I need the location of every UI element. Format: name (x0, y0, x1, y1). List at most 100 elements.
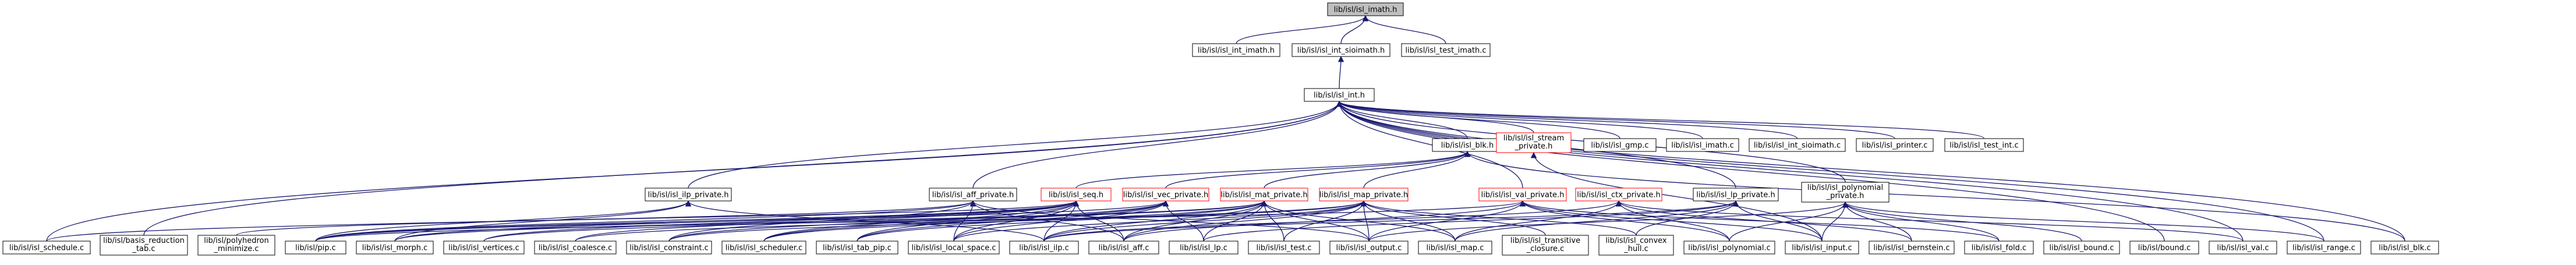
node-constraint-c[interactable]: lib/isl/isl_constraint.c (626, 241, 712, 255)
node-label: _minimize.c (213, 245, 259, 253)
edge-vec-private-h-to-blk-h (1165, 150, 1471, 189)
node-vertices-c[interactable]: lib/isl/isl_vertices.c (443, 241, 525, 255)
node-box (1856, 138, 1934, 152)
node-stream-private-h[interactable]: lib/isl/isl_stream_private.h (1496, 132, 1572, 153)
edge-vertices-c-to-seq-h (483, 200, 1079, 242)
node-test-c[interactable]: lib/isl/isl_test.c (1248, 241, 1320, 255)
edge-transitive-closure-c-to-map-private-h (1360, 200, 1546, 236)
node-output-c[interactable]: lib/isl/isl_output.c (1329, 241, 1409, 255)
node-label: _private.h (1826, 192, 1864, 200)
node-range-c[interactable]: lib/isl/isl_range.c (2287, 241, 2361, 255)
node-bernstein-c[interactable]: lib/isl/isl_bernstein.c (1869, 241, 1955, 255)
node-map-c[interactable]: lib/isl/isl_map.c (1418, 241, 1492, 255)
node-box (929, 188, 1017, 202)
node-label: lib/isl/isl_map.c (1427, 244, 1484, 253)
edge-imath-c-to-int-h (1336, 100, 1703, 139)
edge-bernstein-c-to-polynomial-private-h (1842, 201, 1912, 242)
node-aff-private-h[interactable]: lib/isl/isl_aff_private.h (929, 188, 1017, 202)
node-vec-private-h[interactable]: lib/isl/isl_vec_private.h (1122, 188, 1209, 202)
node-lp-private-h[interactable]: lib/isl/isl_lp_private.h (1693, 188, 1779, 202)
node-ilp-c[interactable]: lib/isl/isl_ilp.c (1009, 241, 1079, 255)
node-label: lib/isl/isl_convex (1605, 236, 1667, 245)
node-scheduler-c[interactable]: lib/isl/isl_scheduler.c (721, 241, 806, 255)
node-convex-hull-c[interactable]: lib/isl/isl_convex_hull.c (1598, 235, 1674, 256)
node-pip-c[interactable]: lib/isl/pip.c (285, 241, 346, 255)
node-label: lib/isl/isl_constraint.c (629, 244, 708, 253)
node-coalesce-c[interactable]: lib/isl/isl_coalesce.c (534, 241, 617, 255)
node-ilp-private-h[interactable]: lib/isl/isl_ilp_private.h (645, 188, 732, 202)
node-box (2043, 241, 2120, 255)
node-local-space-c[interactable]: lib/isl/isl_local_space.c (908, 241, 1000, 255)
node-label: lib/isl/isl_local_space.c (912, 244, 996, 253)
edge-int-h-to-int-sioimath-h (1337, 55, 1344, 89)
node-int-h[interactable]: lib/isl/isl_int.h (1304, 88, 1375, 102)
node-blk-c[interactable]: lib/isl/isl_blk.c (2370, 241, 2439, 255)
node-fold-c[interactable]: lib/isl/isl_fold.c (1964, 241, 2034, 255)
node-label: lib/isl/isl_schedule.c (9, 244, 84, 253)
edge-output-c-to-map-private-h (1360, 200, 1370, 242)
node-blk-h[interactable]: lib/isl/isl_blk.h (1432, 138, 1503, 152)
node-input-c[interactable]: lib/isl/isl_input.c (1785, 241, 1859, 255)
node-label: lib/isl/isl_bernstein.c (1873, 244, 1949, 253)
node-schedule-c[interactable]: lib/isl/isl_schedule.c (2, 241, 91, 255)
node-isl-bound-c[interactable]: lib/isl/isl_bound.c (2043, 241, 2120, 255)
node-imath-c[interactable]: lib/isl/isl_imath.c (1666, 138, 1739, 152)
node-box (908, 241, 1000, 255)
node-printer-c[interactable]: lib/isl/isl_printer.c (1856, 138, 1934, 152)
edge-input-c-to-stream-private-h (1530, 151, 1823, 242)
node-int-sioimath-c[interactable]: lib/isl/isl_int_sioimath.c (1749, 138, 1846, 152)
node-label: lib/isl/isl_ilp.c (1019, 244, 1068, 253)
node-val-c[interactable]: lib/isl/isl_val.c (2209, 241, 2277, 255)
node-label: lib/isl/isl_range.c (2292, 244, 2355, 253)
node-box (1401, 43, 1491, 57)
node-polyhedron-minimize-c[interactable]: lib/isl/polyhedron_minimize.c (197, 235, 275, 256)
edge-pip-c-to-val-private-h (315, 200, 1526, 242)
node-box (100, 235, 188, 256)
node-box (721, 241, 806, 255)
node-polynomial-c[interactable]: lib/isl/isl_polynomial.c (1683, 241, 1775, 255)
node-basis-reduction-tab-c[interactable]: lib/isl/basis_reduction_tab.c (100, 235, 188, 256)
node-box (626, 241, 712, 255)
node-int-sioimath-h[interactable]: lib/isl/isl_int_sioimath.h (1291, 43, 1390, 57)
node-polynomial-private-h[interactable]: lib/isl/isl_polynomial_private.h (1801, 182, 1889, 203)
edge-val-c-to-int-h (1336, 100, 2244, 242)
node-imath-h[interactable]: lib/isl/isl_imath.h (1327, 2, 1404, 16)
node-box (356, 241, 434, 255)
edge-morph-c-to-ilp-private-h (394, 200, 692, 242)
node-transitive-closure-c[interactable]: lib/isl/isl_transitive_closure.c (1502, 235, 1589, 256)
edge-lp-c-to-vec-private-h (1162, 200, 1204, 242)
node-mat-private-h[interactable]: lib/isl/isl_mat_private.h (1220, 188, 1308, 202)
node-morph-c[interactable]: lib/isl/isl_morph.c (356, 241, 434, 255)
node-box (1304, 88, 1375, 102)
edge-aff-private-h-to-int-h (972, 100, 1343, 189)
node-label: lib/isl/isl_map_private.h (1319, 191, 1408, 200)
node-bound-c[interactable]: lib/isl/bound.c (2129, 241, 2199, 255)
edge-input-c-to-lp-private-h (1732, 200, 1823, 242)
node-val-private-h[interactable]: lib/isl/isl_val_private.h (1478, 188, 1567, 202)
node-map-private-h[interactable]: lib/isl/isl_map_private.h (1319, 188, 1409, 202)
edge-ilp-c-to-map-private-h (1043, 200, 1367, 242)
node-int-imath-h[interactable]: lib/isl/isl_int_imath.h (1192, 43, 1280, 57)
node-box (1502, 235, 1589, 256)
node-gmp-c[interactable]: lib/isl/isl_gmp.c (1583, 138, 1657, 152)
edge-test-imath-c-to-imath-h (1362, 15, 1446, 44)
node-ctx-private-h[interactable]: lib/isl/isl_ctx_private.h (1575, 188, 1662, 202)
edge-polynomial-c-to-polynomial-private-h (1729, 201, 1849, 242)
edge-lp-c-to-mat-private-h (1203, 200, 1268, 242)
node-seq-h[interactable]: lib/isl/isl_seq.h (1041, 188, 1112, 202)
node-test-int-c[interactable]: lib/isl/isl_test_int.c (1944, 138, 2024, 152)
node-lp-c[interactable]: lib/isl/isl_lp.c (1169, 241, 1239, 255)
node-label: lib/isl/isl_printer.c (1862, 142, 1928, 150)
node-label: lib/isl/isl_lp.c (1180, 244, 1227, 253)
edge-aff-c-to-seq-h (1073, 200, 1124, 242)
node-aff-c[interactable]: lib/isl/isl_aff.c (1088, 241, 1159, 255)
edge-ilp-c-to-ctx-private-h (1043, 200, 1622, 242)
node-label: lib/isl/isl_blk.c (2379, 244, 2430, 253)
edge-blk-c-to-int-h (1336, 100, 2405, 242)
edge-bound-c-to-int-h (1336, 100, 2165, 242)
node-box (1496, 132, 1572, 153)
node-box (1169, 241, 1239, 255)
node-box (816, 241, 898, 255)
node-tab-pip-c[interactable]: lib/isl/isl_tab_pip.c (816, 241, 898, 255)
node-test-imath-c[interactable]: lib/isl/isl_test_imath.c (1401, 43, 1491, 57)
